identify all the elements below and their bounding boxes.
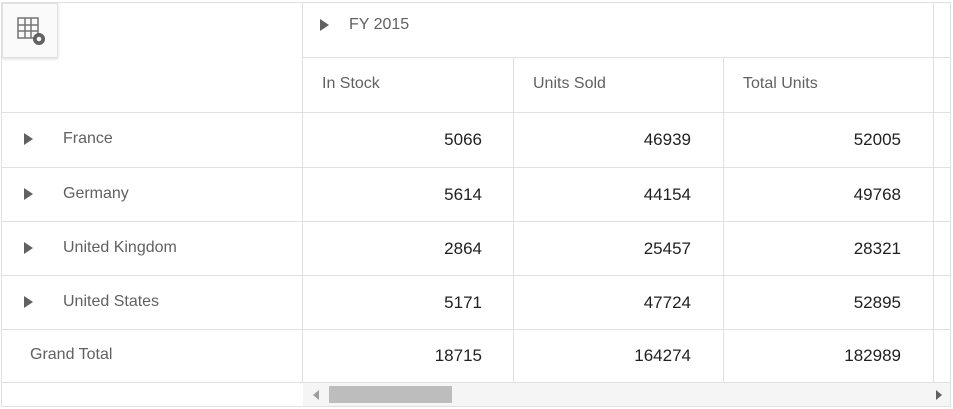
value-cell[interactable]: 49768 [853,185,901,204]
divider [2,112,950,113]
row-header-footer [2,382,303,406]
row-label: United Kingdom [63,239,177,256]
value-cell[interactable]: 2864 [444,239,482,258]
column-header-total-units[interactable]: Total Units [743,75,818,92]
row-header-united-states[interactable]: United States [24,293,159,311]
row-label: France [63,130,113,147]
grand-total-value[interactable]: 164274 [634,346,691,365]
value-cell[interactable]: 52895 [853,293,901,312]
value-cell[interactable]: 47724 [643,293,691,312]
triangle-right-icon[interactable] [320,19,329,31]
triangle-right-icon[interactable] [24,188,33,200]
divider [723,57,724,382]
column-group-label: FY 2015 [349,16,410,33]
value-cell[interactable]: 5614 [444,185,482,204]
triangle-right-icon[interactable] [24,296,33,308]
value-cell[interactable]: 5066 [444,130,482,149]
field-list-button[interactable] [2,3,58,58]
row-header-france[interactable]: France [24,130,113,148]
value-cell[interactable]: 44154 [643,185,691,204]
horizontal-scrollbar[interactable] [303,382,950,406]
column-header-units-sold[interactable]: Units Sold [533,75,606,92]
value-cell[interactable]: 52005 [853,130,901,149]
grand-total-value[interactable]: 18715 [434,346,482,365]
divider [302,57,950,58]
row-header-germany[interactable]: Germany [24,185,129,203]
grid-settings-icon [17,17,45,45]
triangle-right-icon[interactable] [24,242,33,254]
divider [302,3,303,382]
row-header-united-kingdom[interactable]: United Kingdom [24,239,177,257]
value-cell[interactable]: 25457 [643,239,691,258]
triangle-right-icon[interactable] [24,133,33,145]
divider [513,57,514,382]
row-label: Germany [63,185,129,202]
divider [2,275,950,276]
scroll-right-icon[interactable] [936,390,942,400]
column-group-header[interactable]: FY 2015 [320,16,409,34]
value-cell[interactable]: 5171 [444,293,482,312]
column-header-in-stock[interactable]: In Stock [322,75,380,92]
value-cell[interactable]: 46939 [643,130,691,149]
value-cell[interactable]: 28321 [853,239,901,258]
row-label: United States [63,293,160,310]
scrollbar-thumb[interactable] [329,386,452,403]
divider [933,3,934,382]
grand-total-value[interactable]: 182989 [844,346,901,365]
grand-total-label: Grand Total [30,346,113,363]
divider [2,329,950,330]
scroll-left-icon[interactable] [313,390,319,400]
divider [2,221,950,222]
divider [2,167,950,168]
